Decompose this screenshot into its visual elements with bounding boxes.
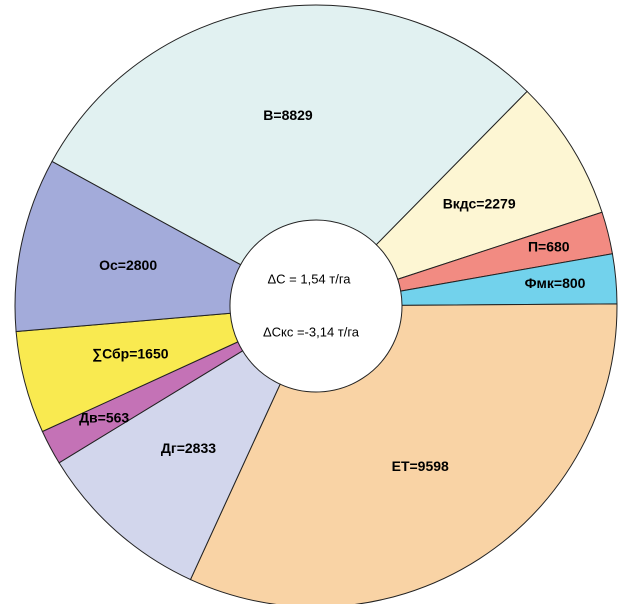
slice bbox=[58, 350, 281, 581]
data-label: ЕТ=9598 bbox=[392, 458, 449, 474]
data-label: В=8829 bbox=[263, 107, 313, 123]
data-label: Фмк=800 bbox=[525, 275, 586, 291]
slice bbox=[189, 303, 618, 604]
slices bbox=[14, 4, 618, 604]
slice bbox=[14, 160, 242, 333]
data-label: П=680 bbox=[528, 238, 570, 254]
annotation: ΔСкс =-3,14 т/га bbox=[263, 324, 360, 339]
annotation: ΔС = 1,54 т/га bbox=[267, 271, 351, 286]
data-label: ∑Сбр=1650 bbox=[92, 346, 169, 363]
data-label: Вкдс=2279 bbox=[443, 196, 516, 212]
data-label: Дв=563 bbox=[79, 409, 129, 425]
slice bbox=[51, 4, 528, 266]
data-label: Дг=2833 bbox=[161, 440, 216, 456]
data-label: Ос=2800 bbox=[99, 257, 157, 273]
labels: В=8829 Вкдс=2279 П=680 Фмк=800 ЕТ=9598 Дг=283… bbox=[79, 107, 586, 474]
